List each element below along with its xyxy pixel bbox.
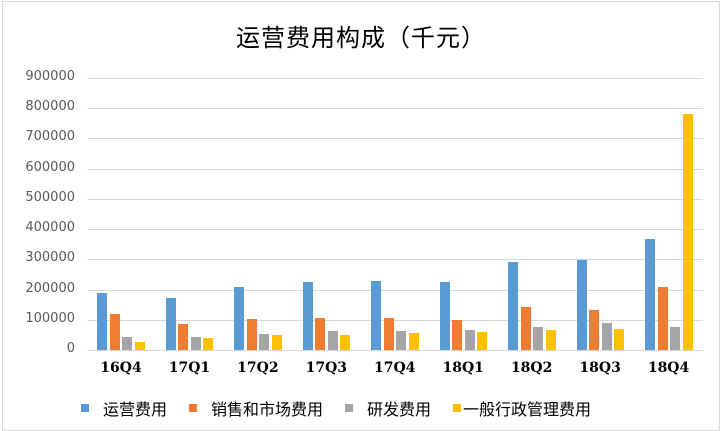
legend-label: 一般行政管理费用 (463, 400, 592, 419)
legend-item[interactable]: 研发费用 (345, 396, 431, 420)
bar-17Q3-series-3[interactable] (340, 334, 351, 350)
legend-label: 运营费用 (103, 400, 168, 419)
x-axis-tick-label: 18Q3 (579, 360, 621, 376)
bar-18Q1-series-2[interactable] (464, 329, 475, 350)
gridline (87, 108, 703, 110)
bar-17Q3-series-2[interactable] (327, 330, 338, 350)
bar-18Q2-series-3[interactable] (545, 330, 556, 350)
x-axis-tick-label: 18Q1 (442, 360, 484, 376)
legend-label: 销售和市场费用 (211, 400, 324, 419)
y-axis-tick-label: 700000 (25, 129, 75, 145)
y-axis-tick-label: 500000 (25, 189, 75, 205)
bar-18Q3-series-2[interactable] (601, 323, 612, 350)
bar-17Q4-series-3[interactable] (408, 333, 419, 350)
x-axis-tick-label: 16Q4 (100, 360, 142, 376)
bar-18Q2-series-1[interactable] (520, 307, 531, 350)
chart-title: 运营费用构成（千元） (236, 24, 486, 52)
x-axis-tick-label: 18Q4 (647, 360, 690, 376)
gridline (87, 350, 703, 351)
y-axis-tick-label: 200000 (25, 280, 75, 296)
bar-18Q4-series-3[interactable] (682, 113, 693, 350)
legend-item[interactable]: 销售和市场费用 (189, 396, 323, 420)
y-axis-tick-label: 400000 (25, 220, 75, 236)
bar-17Q4-series-0[interactable] (371, 280, 382, 350)
bar-18Q2-series-0[interactable] (508, 262, 519, 350)
bar-17Q1-series-0[interactable] (165, 297, 176, 350)
x-axis-tick-label: 18Q2 (510, 360, 553, 376)
bar-17Q2-series-0[interactable] (234, 287, 245, 350)
legend-swatch-icon (345, 404, 354, 412)
bar-17Q1-series-3[interactable] (203, 337, 214, 350)
y-axis-tick-label: 800000 (25, 99, 75, 115)
bar-17Q1-series-2[interactable] (190, 336, 201, 350)
x-axis-tick-label: 17Q4 (374, 360, 416, 376)
bar-18Q4-series-2[interactable] (670, 327, 681, 350)
bar-17Q2-series-2[interactable] (259, 333, 270, 350)
gridline (87, 259, 703, 261)
chart-legend: 运营费用 销售和市场费用 研发费用 一般行政管理费用 (81, 396, 613, 420)
bar-18Q1-series-3[interactable] (477, 332, 488, 350)
bar-18Q3-series-3[interactable] (614, 328, 625, 350)
bar-17Q3-series-0[interactable] (302, 282, 313, 350)
gridline (87, 319, 703, 321)
gridline (87, 289, 703, 291)
bar-16Q4-series-3[interactable] (134, 342, 145, 350)
bar-17Q4-series-1[interactable] (383, 317, 394, 350)
y-axis-tick-label: 0 (66, 341, 75, 356)
legend-item[interactable]: 运营费用 (81, 396, 167, 420)
y-axis-tick-label: 900000 (25, 69, 75, 84)
plot-area: 0 100000 200000 300000 400000 500000 600000 700… (25, 69, 703, 376)
gridline (87, 78, 703, 79)
x-axis-tick-label: 17Q3 (305, 360, 348, 376)
bar-17Q3-series-1[interactable] (315, 317, 326, 350)
gridline (87, 198, 703, 200)
bar-18Q1-series-1[interactable] (452, 319, 463, 350)
bar-18Q4-series-0[interactable] (645, 239, 656, 350)
bar-18Q1-series-0[interactable] (439, 282, 450, 350)
bar-18Q4-series-1[interactable] (657, 286, 668, 350)
legend-swatch-icon (453, 404, 462, 412)
bar-17Q4-series-2[interactable] (396, 330, 407, 350)
bar-18Q2-series-2[interactable] (533, 327, 544, 350)
gridline (87, 168, 703, 170)
x-axis-tick-label: 17Q2 (237, 360, 279, 376)
x-axis-tick-label: 17Q1 (168, 360, 211, 376)
bar-17Q1-series-1[interactable] (178, 324, 189, 350)
gridline (87, 138, 703, 140)
bar-16Q4-series-0[interactable] (97, 292, 108, 350)
bar-16Q4-series-2[interactable] (122, 336, 133, 350)
gridline (87, 229, 703, 231)
legend-item[interactable]: 一般行政管理费用 (453, 396, 591, 420)
legend-label: 研发费用 (367, 400, 432, 419)
legend-swatch-icon (189, 404, 198, 412)
y-axis-tick-label: 300000 (25, 250, 75, 266)
bar-17Q2-series-3[interactable] (271, 334, 282, 350)
bar-18Q3-series-1[interactable] (589, 310, 600, 350)
y-axis-tick-label: 100000 (25, 310, 75, 326)
bar-16Q4-series-1[interactable] (109, 314, 120, 350)
y-axis-tick-label: 600000 (25, 159, 75, 175)
bar-18Q3-series-0[interactable] (576, 259, 587, 350)
bar-17Q2-series-1[interactable] (246, 318, 257, 350)
legend-swatch-icon (81, 404, 89, 412)
